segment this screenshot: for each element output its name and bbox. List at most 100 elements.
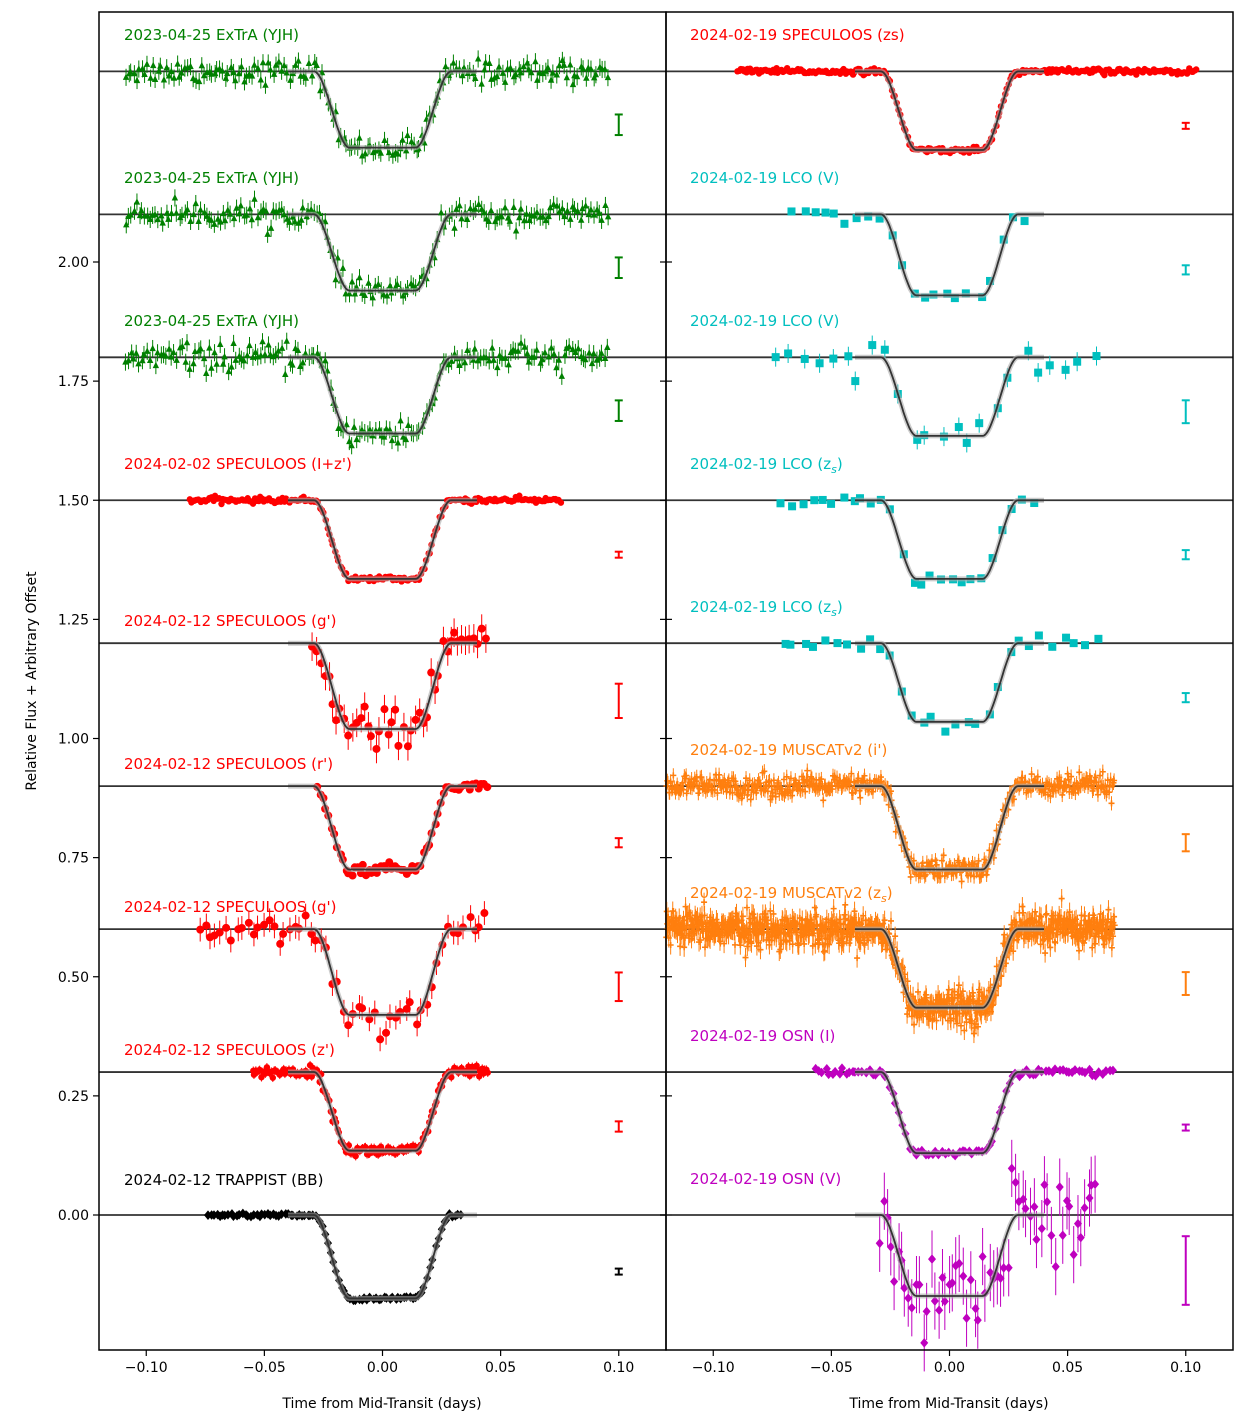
data-point xyxy=(221,352,228,360)
data-point xyxy=(474,55,482,62)
data-point xyxy=(192,199,199,207)
data-point xyxy=(549,69,557,76)
data-point xyxy=(683,790,690,797)
data-point xyxy=(249,353,257,360)
data-point xyxy=(332,716,341,725)
data-point xyxy=(251,61,258,68)
data-point xyxy=(195,77,203,85)
data-point xyxy=(394,280,401,287)
data-point xyxy=(521,343,528,350)
data-point xyxy=(232,356,239,363)
data-point xyxy=(203,369,210,376)
data-point xyxy=(820,797,827,804)
data-point xyxy=(243,211,250,218)
data-point xyxy=(965,861,972,868)
data-point xyxy=(464,346,471,354)
data-point xyxy=(517,68,524,76)
data-point xyxy=(1034,368,1043,377)
data-point xyxy=(246,205,254,212)
data-point xyxy=(262,81,269,88)
data-point xyxy=(307,205,315,213)
model-curve xyxy=(855,213,1044,297)
x-tick-label: 0.00 xyxy=(367,1360,398,1376)
data-point xyxy=(732,778,739,785)
left-panel: −0.10 −0.05 0.00 0.05 0.10 0.00 0.25 0.50 0.75 1… xyxy=(58,11,672,1412)
data-point xyxy=(1030,499,1039,508)
series-label: 2024-02-02 SPECULOOS (I+z') xyxy=(124,455,352,473)
data-point xyxy=(480,208,488,216)
data-point xyxy=(532,57,539,65)
left-x-axis-label: Time from Mid-Transit (days) xyxy=(281,1396,481,1412)
data-point xyxy=(501,78,509,85)
data-point xyxy=(501,203,509,211)
data-point xyxy=(1062,633,1071,642)
data-point xyxy=(753,789,760,796)
data-point xyxy=(201,208,208,216)
y-tick-label: 1.00 xyxy=(58,732,89,748)
data-point xyxy=(262,207,270,214)
data-point xyxy=(135,359,142,367)
data-point xyxy=(411,715,420,724)
data-point xyxy=(746,777,753,784)
data-point xyxy=(458,214,465,222)
data-point xyxy=(539,355,546,363)
data-point xyxy=(232,76,239,84)
data-point xyxy=(590,211,598,218)
data-point xyxy=(292,61,299,68)
data-point xyxy=(539,213,547,220)
data-point xyxy=(800,354,809,363)
data-point xyxy=(1101,71,1108,79)
data-point xyxy=(358,860,367,869)
data-point xyxy=(160,76,168,83)
data-point xyxy=(821,208,830,217)
data-point xyxy=(386,426,394,433)
data-point xyxy=(377,149,384,156)
data-point xyxy=(176,73,183,80)
data-point xyxy=(856,787,863,794)
series-label: 2024-02-12 SPECULOOS (r') xyxy=(124,755,333,773)
data-point xyxy=(297,362,304,370)
data-point xyxy=(574,207,581,214)
data-point xyxy=(514,347,522,354)
data-point xyxy=(602,201,609,209)
data-point xyxy=(827,499,836,508)
data-point xyxy=(553,71,560,78)
data-point xyxy=(208,216,215,223)
data-point xyxy=(187,217,194,224)
data-point xyxy=(590,349,597,357)
data-point xyxy=(505,360,512,368)
x-tick-label: −0.10 xyxy=(125,1360,168,1376)
data-point xyxy=(125,356,132,364)
series-7 xyxy=(99,1060,666,1161)
data-point xyxy=(277,1209,286,1219)
data-point xyxy=(182,209,189,216)
data-point xyxy=(472,205,479,212)
x-tick-label: 0.05 xyxy=(485,1360,516,1376)
data-point xyxy=(301,911,310,920)
data-point xyxy=(1092,352,1101,361)
series-label: 2023-04-25 ExTrA (YJH) xyxy=(124,169,299,187)
data-point xyxy=(550,200,557,208)
data-point xyxy=(786,640,795,649)
data-point xyxy=(168,209,175,217)
data-point xyxy=(461,358,469,366)
data-point xyxy=(852,214,861,223)
data-point xyxy=(512,227,520,234)
data-point xyxy=(237,923,246,932)
data-point xyxy=(265,341,272,348)
data-point xyxy=(399,292,407,299)
data-point xyxy=(280,61,288,69)
left-y-ticks: 0.00 0.25 0.50 0.75 1.00 1.25 1.50 1.75 2.00 xyxy=(58,255,672,1224)
data-point xyxy=(585,349,593,356)
data-point xyxy=(200,71,208,79)
data-point xyxy=(601,354,609,362)
data-point xyxy=(525,358,533,365)
data-point xyxy=(138,206,145,214)
data-point xyxy=(388,436,396,444)
series-0 xyxy=(666,64,1233,157)
data-point xyxy=(596,209,603,216)
data-point xyxy=(157,62,164,69)
data-point xyxy=(246,341,253,349)
data-point xyxy=(299,358,307,366)
data-point xyxy=(170,74,178,81)
